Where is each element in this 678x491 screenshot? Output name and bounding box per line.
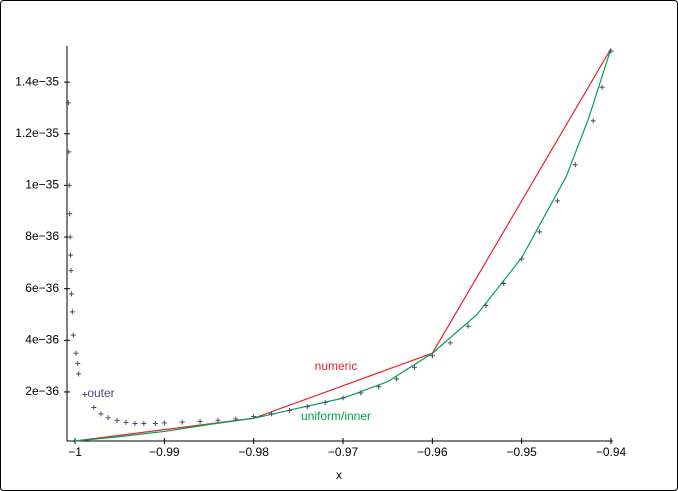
y-tick-label: 8e−36 bbox=[25, 229, 59, 243]
point-marker bbox=[105, 415, 111, 421]
point-marker bbox=[73, 350, 79, 356]
point-marker bbox=[519, 256, 525, 262]
point-marker bbox=[251, 413, 257, 419]
x-tick-label: −1 bbox=[68, 445, 82, 459]
point-marker bbox=[465, 323, 471, 329]
point-marker bbox=[429, 353, 435, 359]
point-marker bbox=[215, 417, 221, 423]
point-marker bbox=[537, 229, 543, 235]
point-marker bbox=[608, 48, 614, 54]
point-marker bbox=[68, 268, 74, 274]
point-marker bbox=[152, 420, 158, 426]
point-marker bbox=[66, 182, 72, 188]
point-marker bbox=[358, 390, 364, 396]
point-marker bbox=[340, 395, 346, 401]
y-tick-label: 1e−35 bbox=[25, 178, 59, 192]
y-tick-label: 1.4e−35 bbox=[15, 74, 59, 88]
point-marker bbox=[304, 404, 310, 410]
point-marker bbox=[233, 416, 239, 422]
point-marker bbox=[141, 420, 147, 426]
point-marker bbox=[590, 118, 596, 124]
series-line bbox=[74, 48, 612, 442]
y-tick-label: 2e−36 bbox=[25, 384, 59, 398]
point-marker bbox=[114, 417, 120, 423]
x-tick-label: −0.98 bbox=[239, 445, 270, 459]
y-tick-label: 1.2e−35 bbox=[15, 126, 59, 140]
x-tick-label: −0.95 bbox=[506, 445, 537, 459]
x-tick-label: −0.99 bbox=[149, 445, 180, 459]
point-marker bbox=[75, 361, 81, 367]
point-marker bbox=[65, 100, 71, 106]
y-tick-label: 4e−36 bbox=[25, 332, 59, 346]
point-marker bbox=[91, 404, 97, 410]
point-marker bbox=[447, 340, 453, 346]
y-tick-label: 6e−36 bbox=[25, 281, 59, 295]
point-marker bbox=[269, 411, 275, 417]
point-marker bbox=[67, 211, 73, 217]
point-marker bbox=[70, 332, 76, 338]
point-marker bbox=[82, 392, 88, 398]
point-marker bbox=[69, 309, 75, 315]
point-marker bbox=[68, 291, 74, 297]
point-marker bbox=[599, 84, 605, 90]
point-marker bbox=[67, 234, 73, 240]
series-line bbox=[74, 48, 612, 442]
point-marker bbox=[197, 418, 203, 424]
point-marker bbox=[132, 420, 138, 426]
point-marker bbox=[161, 420, 167, 426]
series-label: uniform/inner bbox=[301, 409, 371, 423]
point-marker bbox=[179, 419, 185, 425]
point-marker bbox=[123, 419, 129, 425]
point-marker bbox=[572, 162, 578, 168]
point-marker bbox=[554, 198, 560, 204]
point-marker bbox=[66, 149, 72, 155]
x-tick-label: −0.94 bbox=[596, 445, 627, 459]
point-marker bbox=[98, 411, 104, 417]
x-axis-label: x bbox=[336, 468, 342, 482]
point-marker bbox=[376, 384, 382, 390]
point-marker bbox=[76, 371, 82, 377]
series-label: numeric bbox=[315, 359, 358, 373]
point-marker bbox=[483, 302, 489, 308]
point-marker bbox=[411, 364, 417, 370]
point-marker bbox=[286, 408, 292, 414]
point-marker bbox=[68, 252, 74, 258]
point-marker bbox=[501, 281, 507, 287]
point-marker bbox=[322, 400, 328, 406]
point-marker bbox=[394, 376, 400, 382]
x-tick-label: −0.97 bbox=[328, 445, 359, 459]
series-label: outer bbox=[87, 386, 114, 400]
x-tick-label: −0.96 bbox=[417, 445, 448, 459]
